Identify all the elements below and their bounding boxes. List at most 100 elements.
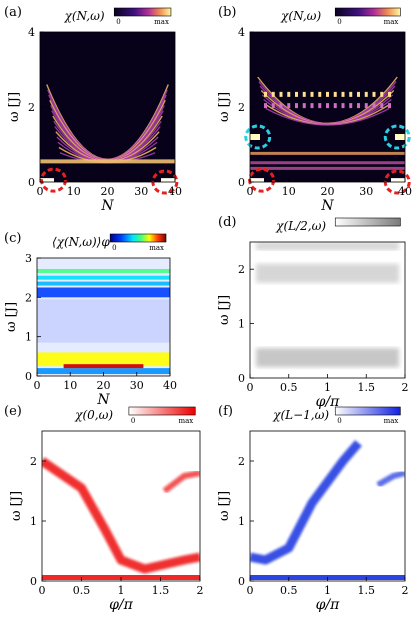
- edge-mode: [40, 178, 54, 182]
- colorbar-max-label: max: [154, 18, 169, 26]
- band-dot: [333, 91, 337, 97]
- edge-mode: [250, 178, 264, 182]
- edge-mode: [391, 178, 405, 182]
- band-stripe: [37, 368, 170, 375]
- x-tick-label: 2: [402, 584, 409, 597]
- gray-band: [256, 242, 399, 251]
- low-band: [40, 159, 175, 164]
- plot-area: [250, 242, 405, 378]
- x-axis-label: N: [320, 198, 334, 214]
- y-tick-label: 3: [25, 252, 32, 265]
- x-tick-label: 10: [63, 379, 77, 392]
- band-dot: [341, 103, 345, 109]
- y-axis-label: ω [J]: [9, 491, 24, 521]
- band-stripe: [37, 299, 170, 343]
- peak-line: [63, 364, 144, 369]
- x-tick-label: 0: [34, 379, 41, 392]
- band-dot: [318, 91, 322, 97]
- x-tick-label: 40: [163, 379, 177, 392]
- plot-area: [250, 32, 405, 182]
- y-axis-label: ω [J]: [7, 92, 22, 122]
- band-dot: [364, 91, 368, 97]
- band-dot: [349, 91, 353, 97]
- x-tick-label: 0: [247, 584, 254, 597]
- x-tick-label: 30: [130, 379, 144, 392]
- x-tick-label: 1: [324, 584, 331, 597]
- x-tick-label: 0: [247, 381, 254, 394]
- x-tick-label: 0.5: [280, 584, 298, 597]
- x-tick-label: 1.5: [358, 584, 376, 597]
- y-tick-label: 0: [238, 176, 245, 189]
- colorbar-max-label: max: [178, 417, 193, 425]
- plot-area: [250, 431, 405, 581]
- x-axis-label: N: [100, 198, 114, 214]
- band-stripe: [37, 287, 170, 298]
- x-tick-label: 1.5: [358, 381, 376, 394]
- band-dot: [364, 103, 368, 109]
- band-dot: [318, 103, 322, 109]
- colorbar-min-label: 0: [337, 417, 341, 425]
- band-dot: [326, 103, 329, 109]
- colorbar-max-label: max: [384, 417, 399, 425]
- y-tick-label: 4: [28, 26, 35, 39]
- x-tick-label: 30: [134, 185, 148, 198]
- low-band: [250, 166, 405, 170]
- y-tick-label: 2: [30, 455, 37, 468]
- y-axis-label: ω [J]: [217, 491, 232, 521]
- y-tick-label: 0: [25, 370, 32, 383]
- x-axis-label: φ/π: [109, 597, 134, 613]
- band-dot: [310, 91, 314, 97]
- low-band: [250, 151, 405, 155]
- panel-title: χ(0,ω): [74, 408, 113, 422]
- y-axis-label: ω [J]: [217, 295, 232, 325]
- y-axis-label: ω [J]: [217, 92, 232, 122]
- band-dot: [372, 103, 376, 109]
- y-tick-label: 0: [238, 372, 245, 385]
- x-tick-label: 2: [402, 381, 409, 394]
- band-dot: [388, 103, 391, 109]
- band-stripe: [37, 269, 170, 273]
- x-tick-label: 30: [359, 185, 373, 198]
- x-tick-label: 1: [324, 381, 331, 394]
- band-dot: [341, 91, 345, 97]
- y-tick-label: 0: [28, 176, 35, 189]
- band-dot: [302, 91, 306, 97]
- panel-label: (f): [218, 404, 233, 419]
- x-tick-label: 0: [247, 185, 254, 198]
- band-stripe: [37, 281, 170, 286]
- plot-area: [37, 258, 170, 376]
- x-axis-label: φ/π: [316, 394, 341, 410]
- gray-band: [256, 348, 399, 368]
- colorbar-max-label: max: [149, 244, 164, 252]
- band-dot: [279, 103, 283, 109]
- spectral-branch: [162, 470, 200, 494]
- band-dot: [271, 91, 275, 97]
- x-tick-label: 1.5: [152, 584, 170, 597]
- panel-title: ⟨χ(N,ω)⟩φ: [52, 235, 110, 249]
- y-tick-label: 0: [238, 575, 245, 588]
- y-tick-label: 4: [238, 26, 245, 39]
- y-tick-label: 1: [30, 515, 37, 528]
- y-axis-label: ω [J]: [4, 302, 19, 332]
- x-tick-label: 20: [101, 185, 115, 198]
- x-tick-label: 0.5: [73, 584, 91, 597]
- panel-title: χ(L/2,ω): [275, 219, 326, 233]
- x-tick-label: 40: [398, 185, 412, 198]
- band-dot: [310, 103, 314, 109]
- x-tick-label: 20: [321, 185, 335, 198]
- band-dot: [287, 91, 291, 97]
- colorbar: [334, 406, 401, 416]
- band-dot: [295, 91, 298, 97]
- colorbar-min-label: 0: [116, 18, 120, 26]
- y-tick-label: 1: [25, 331, 32, 344]
- plot-area: [40, 32, 175, 182]
- band-dot: [279, 91, 283, 97]
- panel-title: χ(N,ω): [64, 9, 105, 23]
- band-dot: [357, 103, 360, 109]
- x-axis-label: N: [96, 392, 110, 408]
- x-tick-label: 1: [118, 584, 125, 597]
- y-tick-label: 2: [238, 263, 245, 276]
- band-arc: [265, 107, 390, 126]
- colorbar: [109, 233, 167, 243]
- y-tick-label: 2: [238, 455, 245, 468]
